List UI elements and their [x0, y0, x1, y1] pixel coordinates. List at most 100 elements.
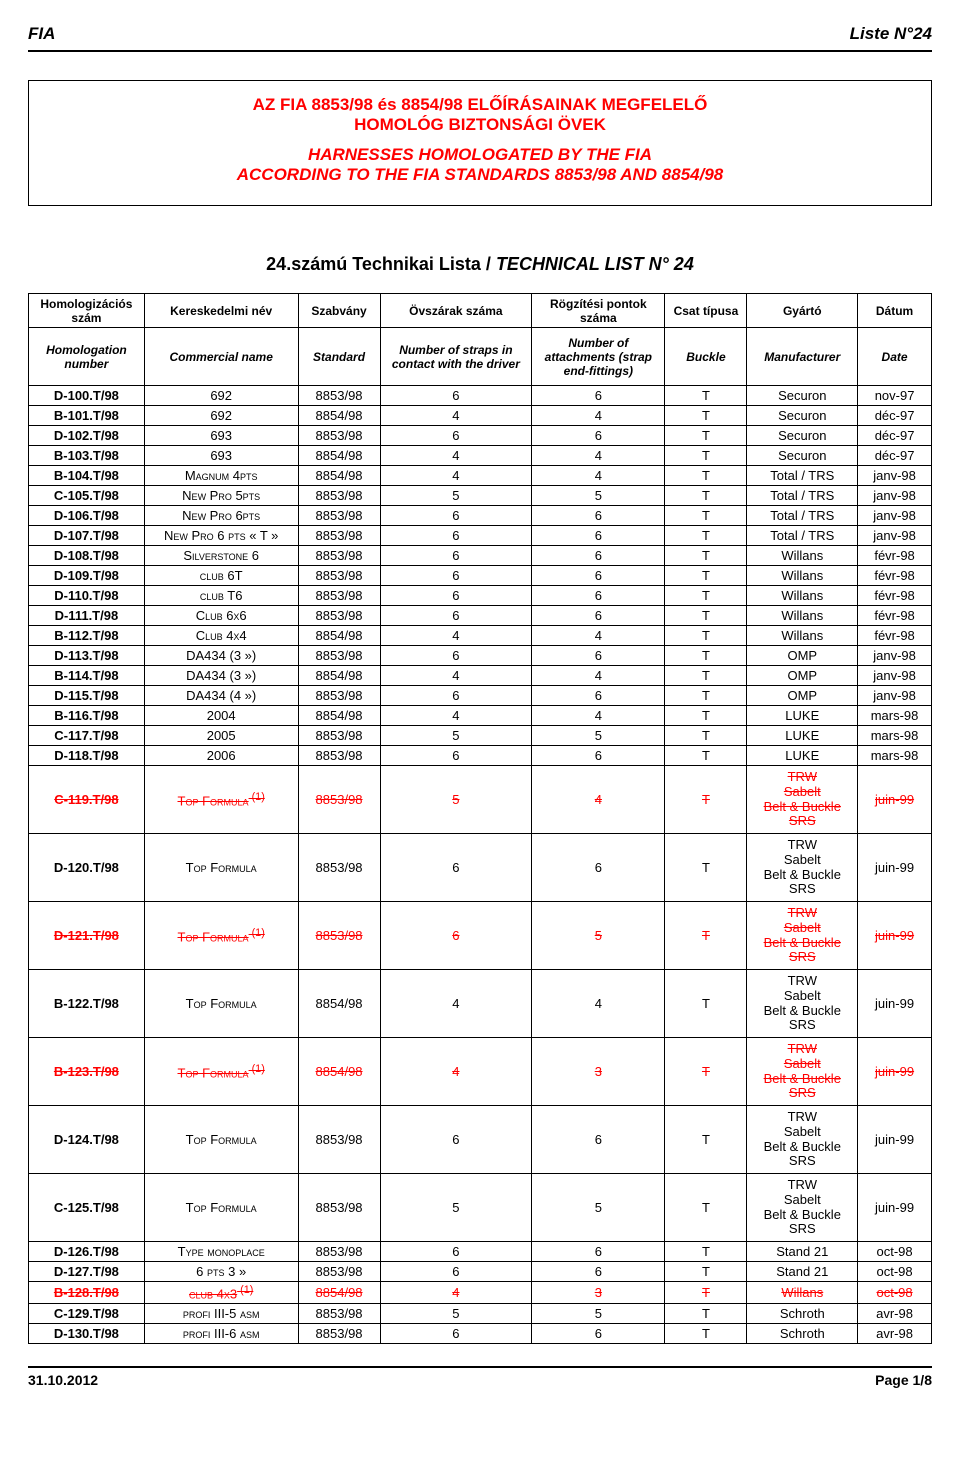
cell-std: 8854/98: [298, 666, 380, 686]
cell-id: D-120.T/98: [29, 834, 145, 902]
cell-s: 5: [380, 486, 532, 506]
cell-std: 8853/98: [298, 1174, 380, 1242]
cell-a: 6: [532, 566, 665, 586]
table-row: D-124.T/98Top Formula8853/9866TTRWSabelt…: [29, 1106, 932, 1174]
cell-date: juin-99: [858, 834, 932, 902]
cell-std: 8853/98: [298, 686, 380, 706]
cell-date: mars-98: [858, 706, 932, 726]
cell-std: 8853/98: [298, 1262, 380, 1282]
cell-name: DA434 (3 »): [144, 646, 298, 666]
table-row: B-123.T/98Top Formula (1)8854/9843TTRWSa…: [29, 1038, 932, 1106]
cell-manufacturer: Willans: [747, 546, 858, 566]
cell-std: 8853/98: [298, 526, 380, 546]
table-row: B-122.T/98Top Formula8854/9844TTRWSabelt…: [29, 970, 932, 1038]
cell-date: oct-98: [858, 1282, 932, 1304]
cell-name: Club 6x6: [144, 606, 298, 626]
header-row-1: Homologizációs szám Kereskedelmi név Sza…: [29, 294, 932, 328]
cell-date: janv-98: [858, 486, 932, 506]
title-line-1: AZ FIA 8853/98 és 8854/98 ELŐÍRÁSAINAK M…: [39, 95, 921, 115]
cell-date: déc-97: [858, 426, 932, 446]
cell-b: T: [665, 746, 747, 766]
cell-std: 8854/98: [298, 1038, 380, 1106]
cell-std: 8853/98: [298, 386, 380, 406]
th2-3: Number of straps in contact with the dri…: [380, 328, 532, 386]
cell-id: D-118.T/98: [29, 746, 145, 766]
cell-date: févr-98: [858, 546, 932, 566]
cell-name: Top Formula (1): [144, 766, 298, 834]
table-row: D-118.T/9820068853/9866TLUKEmars-98: [29, 746, 932, 766]
cell-s: 4: [380, 626, 532, 646]
cell-s: 6: [380, 902, 532, 970]
cell-manufacturer: Securon: [747, 426, 858, 446]
cell-a: 4: [532, 446, 665, 466]
cell-a: 5: [532, 1174, 665, 1242]
cell-std: 8853/98: [298, 506, 380, 526]
cell-a: 4: [532, 970, 665, 1038]
cell-id: B-114.T/98: [29, 666, 145, 686]
cell-manufacturer: Willans: [747, 606, 858, 626]
table-row: B-112.T/98Club 4x48854/9844TWillansfévr-…: [29, 626, 932, 646]
cell-s: 6: [380, 1106, 532, 1174]
cell-b: T: [665, 834, 747, 902]
cell-date: janv-98: [858, 526, 932, 546]
cell-b: T: [665, 386, 747, 406]
cell-a: 6: [532, 834, 665, 902]
cell-std: 8854/98: [298, 626, 380, 646]
cell-date: janv-98: [858, 506, 932, 526]
cell-std: 8853/98: [298, 1324, 380, 1344]
cell-b: T: [665, 902, 747, 970]
cell-a: 6: [532, 526, 665, 546]
cell-manufacturer: Willans: [747, 566, 858, 586]
table-row: B-103.T/986938854/9844TSecurondéc-97: [29, 446, 932, 466]
cell-b: T: [665, 766, 747, 834]
cell-std: 8853/98: [298, 1242, 380, 1262]
cell-name: 2005: [144, 726, 298, 746]
cell-a: 5: [532, 902, 665, 970]
cell-s: 6: [380, 546, 532, 566]
cell-manufacturer: Total / TRS: [747, 466, 858, 486]
cell-a: 6: [532, 586, 665, 606]
cell-manufacturer: TRWSabeltBelt & BuckleSRS: [747, 766, 858, 834]
cell-a: 6: [532, 1106, 665, 1174]
cell-name: profi III-5 asm: [144, 1304, 298, 1324]
cell-b: T: [665, 426, 747, 446]
cell-name: Magnum 4pts: [144, 466, 298, 486]
cell-s: 5: [380, 726, 532, 746]
cell-std: 8854/98: [298, 970, 380, 1038]
title-line-2: HOMOLÓG BIZTONSÁGI ÖVEK: [39, 115, 921, 135]
cell-id: D-130.T/98: [29, 1324, 145, 1344]
cell-manufacturer: Schroth: [747, 1324, 858, 1344]
cell-name: 692: [144, 406, 298, 426]
cell-name: club 4x3 (1): [144, 1282, 298, 1304]
th-4: Rögzítési pontok száma: [532, 294, 665, 328]
table-row: C-119.T/98Top Formula (1)8853/9854TTRWSa…: [29, 766, 932, 834]
cell-date: janv-98: [858, 666, 932, 686]
cell-id: D-109.T/98: [29, 566, 145, 586]
cell-manufacturer: Total / TRS: [747, 506, 858, 526]
cell-b: T: [665, 1242, 747, 1262]
cell-a: 6: [532, 606, 665, 626]
cell-a: 6: [532, 426, 665, 446]
cell-id: B-103.T/98: [29, 446, 145, 466]
cell-manufacturer: Securon: [747, 386, 858, 406]
cell-std: 8853/98: [298, 486, 380, 506]
cell-date: avr-98: [858, 1324, 932, 1344]
th2-4: Number of attachments (strap end-fitting…: [532, 328, 665, 386]
th2-0: Homologation number: [29, 328, 145, 386]
cell-s: 6: [380, 1242, 532, 1262]
cell-name: 6 pts 3 »: [144, 1262, 298, 1282]
cell-std: 8854/98: [298, 406, 380, 426]
cell-name: New Pro 5pts: [144, 486, 298, 506]
cell-manufacturer: OMP: [747, 666, 858, 686]
cell-b: T: [665, 566, 747, 586]
cell-a: 4: [532, 766, 665, 834]
cell-name: 693: [144, 426, 298, 446]
cell-manufacturer: Schroth: [747, 1304, 858, 1324]
page-header: FIA Liste N°24: [28, 24, 932, 44]
cell-b: T: [665, 1304, 747, 1324]
cell-manufacturer: Total / TRS: [747, 486, 858, 506]
cell-manufacturer: Willans: [747, 626, 858, 646]
footer-left: 31.10.2012: [28, 1372, 98, 1388]
cell-date: févr-98: [858, 566, 932, 586]
cell-date: mars-98: [858, 746, 932, 766]
